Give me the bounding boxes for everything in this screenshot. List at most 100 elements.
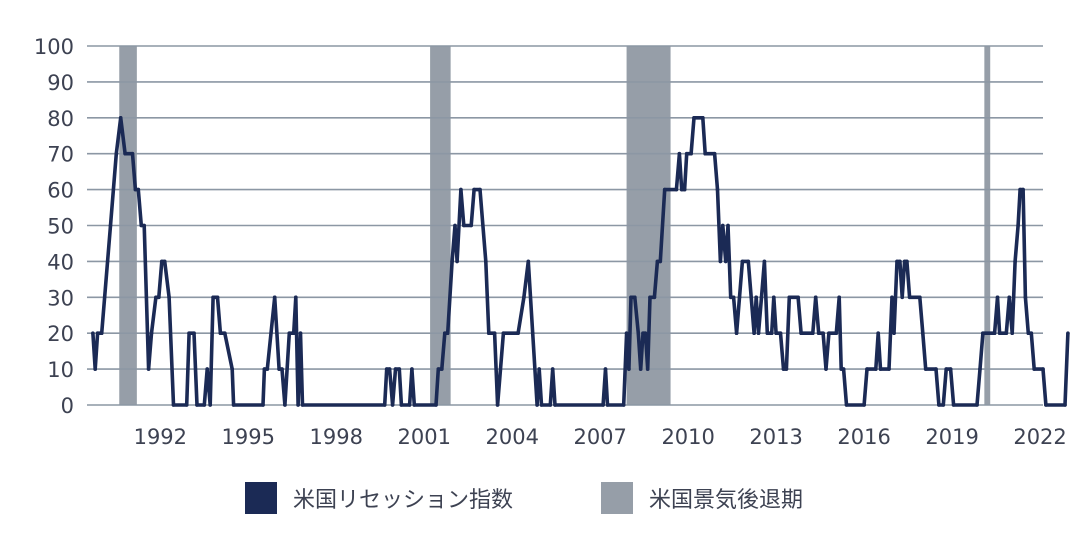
data-point-0-188 <box>1026 331 1031 336</box>
data-point-0-183 <box>1013 259 1017 264</box>
data-point-0-61 <box>445 331 450 336</box>
data-point-0-45 <box>298 331 303 336</box>
data-point-0-22 <box>187 331 191 336</box>
data-point-0-182 <box>1010 331 1015 336</box>
data-point-0-153 <box>874 367 878 371</box>
data-point-0-167 <box>923 367 928 371</box>
data-point-0-29 <box>215 295 220 300</box>
data-point-0-75 <box>516 331 520 336</box>
data-point-0-150 <box>844 403 849 407</box>
data-point-0-174 <box>975 403 979 407</box>
data-point-0-7 <box>123 151 127 156</box>
data-point-0-4 <box>108 223 113 228</box>
data-point-0-190 <box>1032 367 1037 371</box>
data-point-0-71 <box>486 331 491 336</box>
data-point-0-46 <box>300 403 305 407</box>
y-tick-label-80: 80 <box>47 107 74 131</box>
y-tick-label-70: 70 <box>47 143 74 167</box>
y-tick-label-40: 40 <box>47 250 74 274</box>
legend-label-index: 米国リセッション指数 <box>293 488 514 513</box>
data-point-0-179 <box>997 331 1002 336</box>
data-point-0-9 <box>133 187 138 192</box>
data-point-0-58 <box>436 367 441 371</box>
data-point-0-60 <box>442 331 447 336</box>
data-point-0-176 <box>981 331 985 336</box>
data-point-0-157 <box>890 295 894 300</box>
data-point-0-118 <box>728 295 733 300</box>
data-point-0-56 <box>412 403 417 407</box>
y-tick-label-90: 90 <box>47 71 74 95</box>
data-point-0-131 <box>769 331 774 336</box>
data-point-0-36 <box>265 367 270 371</box>
data-point-0-18 <box>162 259 167 264</box>
data-point-0-130 <box>765 331 770 336</box>
data-point-0-43 <box>293 295 298 300</box>
data-point-0-62 <box>450 259 454 264</box>
data-point-0-119 <box>731 295 736 300</box>
data-point-0-105 <box>679 187 684 192</box>
data-point-0-189 <box>1029 331 1034 336</box>
data-point-0-184 <box>1016 223 1020 228</box>
data-point-0-163 <box>905 259 909 264</box>
data-point-0-51 <box>393 367 398 371</box>
data-point-0-98 <box>648 295 652 300</box>
data-point-0-10 <box>136 187 141 192</box>
data-point-0-144 <box>824 367 828 371</box>
data-point-0-82 <box>548 403 553 407</box>
data-point-0-106 <box>682 187 687 192</box>
x-tick-label-2004: 2004 <box>485 425 538 449</box>
data-point-0-73 <box>495 403 500 407</box>
data-point-0-80 <box>537 367 541 371</box>
data-point-0-191 <box>1041 367 1045 371</box>
legend-item-recession: 米国景気後退期 <box>601 478 803 518</box>
data-point-0-84 <box>553 403 557 407</box>
x-tick-label-2016: 2016 <box>837 425 890 449</box>
data-point-0-170 <box>941 403 946 407</box>
data-point-0-120 <box>734 331 739 336</box>
data-point-0-49 <box>387 367 392 371</box>
data-point-0-154 <box>876 331 880 336</box>
data-point-0-143 <box>821 331 825 336</box>
data-point-0-116 <box>723 259 728 264</box>
data-point-0-85 <box>601 403 605 407</box>
data-point-0-160 <box>898 259 902 264</box>
data-point-0-21 <box>184 403 189 407</box>
data-point-0-28 <box>211 295 215 300</box>
data-point-0-135 <box>781 367 786 371</box>
recession-index-chart: 0 10 20 30 40 50 60 70 80 90 100 1992 1995 1998 2001 2… <box>34 35 1070 449</box>
data-point-0-140 <box>810 331 815 336</box>
data-point-0-69 <box>478 187 482 192</box>
data-point-0-132 <box>771 295 776 300</box>
data-point-0-137 <box>787 295 792 300</box>
data-point-0-112 <box>712 151 717 156</box>
data-point-0-101 <box>658 259 663 264</box>
data-point-0-172 <box>948 367 953 371</box>
data-point-0-192 <box>1044 403 1048 407</box>
data-point-0-151 <box>862 403 866 407</box>
data-point-0-83 <box>550 367 555 371</box>
data-point-0-8 <box>130 151 135 156</box>
data-point-0-79 <box>535 403 539 407</box>
data-point-0-110 <box>701 116 705 120</box>
data-point-0-103 <box>674 187 679 192</box>
data-point-0-40 <box>283 403 287 407</box>
data-point-0-44 <box>296 403 300 407</box>
data-point-0-114 <box>718 259 723 264</box>
data-point-0-129 <box>762 259 767 264</box>
data-point-0-17 <box>159 259 164 264</box>
data-point-0-161 <box>900 295 905 300</box>
data-point-0-0 <box>91 331 95 336</box>
legend-item-index: 米国リセッション指数 <box>245 478 513 518</box>
data-point-0-16 <box>157 295 161 300</box>
data-point-0-50 <box>390 403 395 407</box>
data-point-0-133 <box>774 331 778 336</box>
data-point-0-111 <box>703 151 707 156</box>
data-point-0-78 <box>530 331 535 336</box>
data-point-0-72 <box>492 331 497 336</box>
y-tick-label-0: 0 <box>61 394 74 418</box>
data-point-0-65 <box>459 187 463 192</box>
data-point-0-47 <box>382 403 387 407</box>
legend: 米国リセッション指数 米国景気後退期 <box>0 478 1076 518</box>
data-point-0-42 <box>291 331 296 336</box>
x-tick-label-2010: 2010 <box>661 425 714 449</box>
